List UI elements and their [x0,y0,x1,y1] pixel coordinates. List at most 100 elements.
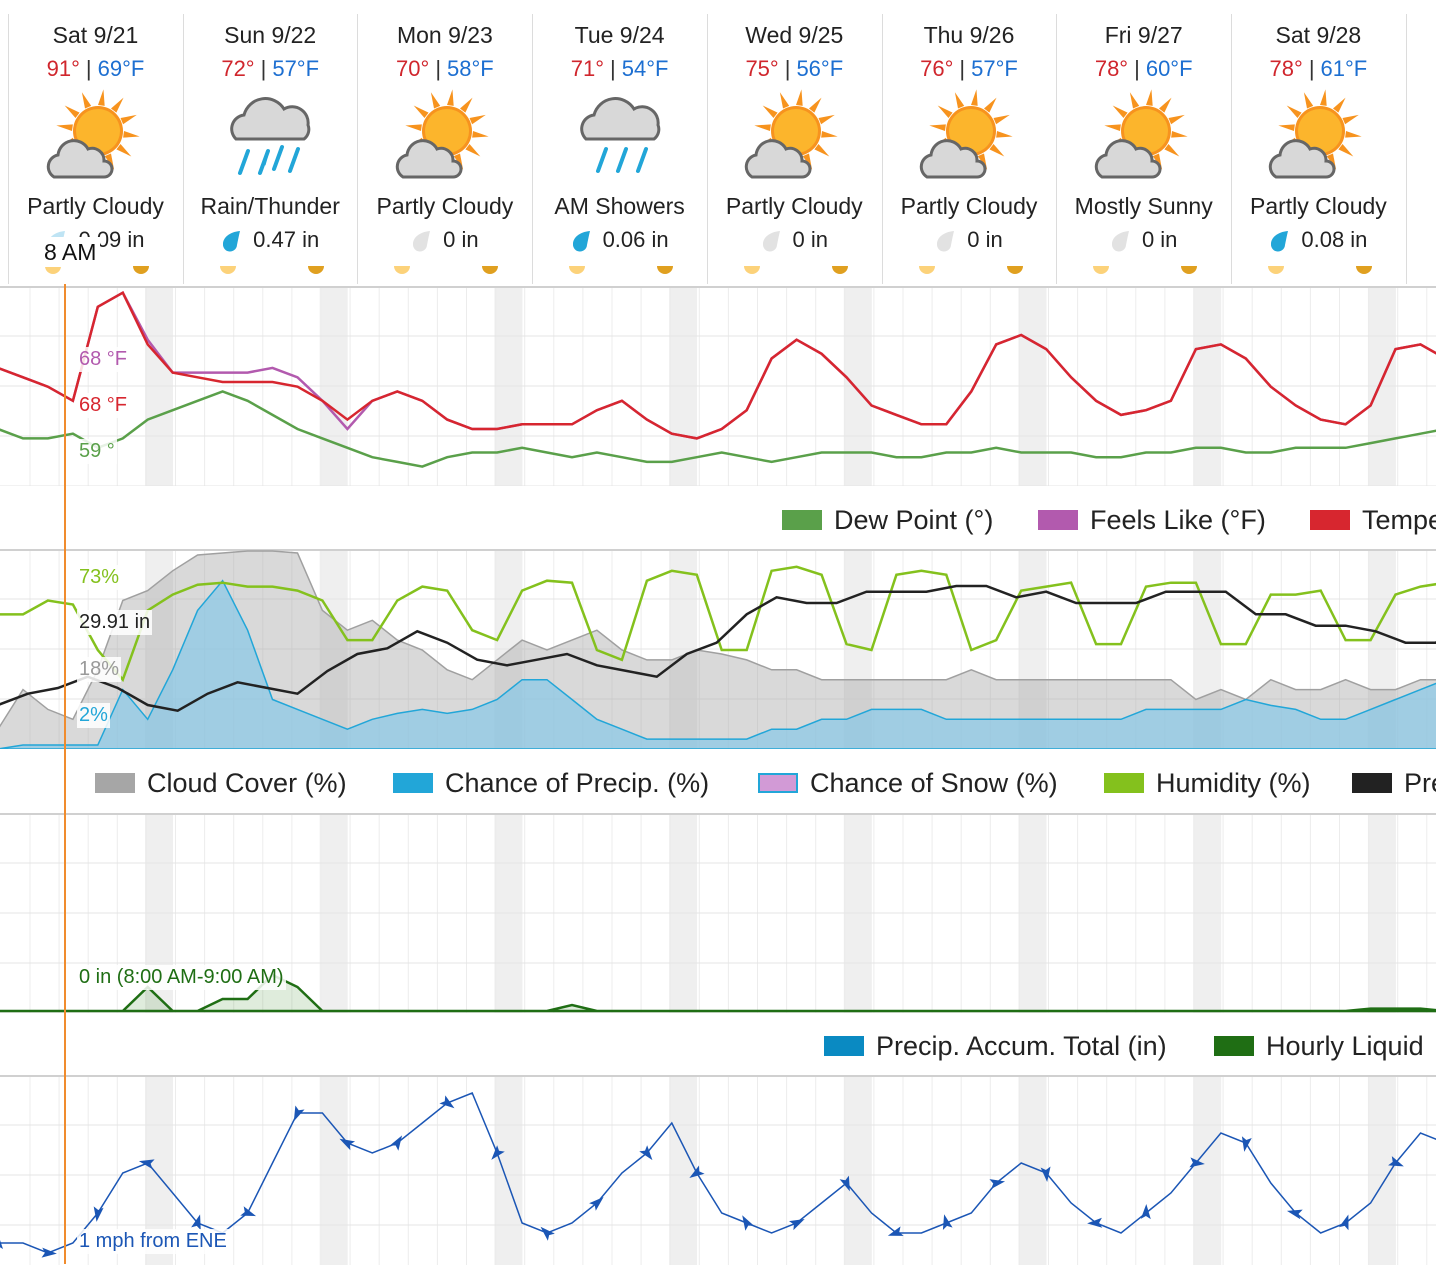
temperature-chart[interactable] [0,286,1436,486]
high-temp: 78° [1094,56,1129,81]
wind-direction-arrow [491,1145,505,1160]
partly-cloudy-icon [919,89,1013,179]
day-precip: 0 in [1057,224,1230,256]
partly-cloudy-icon [395,89,489,179]
wind-direction-arrow [1140,1204,1151,1220]
temperature-line [0,290,1436,440]
sunrise-sunset-icon [1267,266,1372,274]
wind-direction-arrow [1241,1136,1252,1152]
pressure-line [0,584,1436,713]
wind-chart[interactable] [0,1075,1436,1265]
high-temp: 91° [46,56,80,81]
legend-swatch [1214,1035,1254,1056]
wind-direction-arrow [689,1165,705,1179]
day-precip: 0.47 in [184,224,357,256]
day-temps: 91° | 69°F [9,53,182,85]
legend-item[interactable]: Precip. Accum. Total (in) [824,1029,1167,1063]
day-column[interactable]: P [1405,14,1436,284]
sunrise-sunset-icon [918,266,1023,274]
day-condition: Partly Cloudy [376,193,514,219]
legend-item[interactable]: Pre [1352,766,1436,800]
wind-direction-arrow [389,1135,403,1151]
legend-swatch [95,772,135,793]
wind-direction-arrow [339,1138,356,1151]
low-temp: 61°F [1320,56,1368,81]
hover-precip-chance: 2% [77,703,110,728]
day-precip [1407,224,1436,256]
high-temp: 71° [570,56,605,81]
high-temp: 70° [396,56,430,81]
cloud-legend: Cloud Cover (%) Chance of Precip. (%) Chan… [0,762,1436,802]
day-precip: 0.08 in [1232,224,1405,256]
day-date [1407,20,1436,50]
day-column[interactable]: Fri 9/27 78° | 60°F Mostly Sunny 0 in [1056,14,1230,284]
legend-label: Chance of Precip. (%) [445,768,710,798]
day-date: Sun 9/22 [224,22,317,48]
daily-forecast-strip: Sat 9/21 91° | 69°F Partly Cloudy 0.09 in Sun … [0,0,1436,284]
wind-direction-arrow [639,1145,653,1161]
legend-swatch [1104,772,1144,793]
day-column[interactable]: Sat 9/21 91° | 69°F Partly Cloudy 0.09 in [8,14,182,284]
wind-direction-arrow [742,1215,755,1231]
legend-label: Humidity (%) [1156,768,1311,798]
legend-item[interactable]: Chance of Precip. (%) [393,766,709,800]
wind-direction-arrow [293,1105,305,1122]
cloud-humidity-pressure-chart[interactable] [0,549,1436,749]
legend-swatch [1352,772,1392,793]
gray-drop-icon [937,231,955,252]
day-condition: Partly Cloudy [27,193,164,219]
wind-direction-arrow [540,1226,555,1241]
legend-swatch [393,772,433,793]
legend-item[interactable]: Feels Like (°F) [1038,503,1266,537]
partly-cloudy-icon [46,89,140,179]
day-condition: Partly Cloudy [725,193,863,219]
day-precip: 0 in [358,224,531,256]
partly-cloudy-icon [745,89,838,179]
day-date: Sat 9/28 [1275,22,1362,48]
day-condition: P [1407,191,1436,221]
temp-separator: | [1308,56,1315,81]
wind-direction-arrow [887,1226,904,1236]
legend-label: Feels Like (°F) [1090,505,1266,535]
showers-icon [579,97,660,173]
hover-cloud-cover: 18% [77,657,122,682]
precipitation-chart[interactable] [0,813,1436,1013]
legend-swatch [758,772,798,793]
legend-item[interactable]: Chance of Snow (%) [758,766,1058,800]
legend-item[interactable]: Hourly Liquid [1214,1029,1424,1063]
blue-drop-icon [572,231,590,252]
temp-separator: | [784,56,791,81]
blue-drop-icon [1271,231,1289,252]
precip-amount: 0 in [443,227,479,252]
day-column[interactable]: Sun 9/22 72° | 57°F Rain/Thunder 0.47 in [182,14,357,284]
day-date: Mon 9/23 [396,22,493,48]
day-column[interactable]: Thu 9/26 76° | 57°F Partly Cloudy 0 in [881,14,1056,284]
chart-background [0,813,1436,1013]
day-column[interactable]: Tue 9/24 71° | 54°F AM Showers 0.06 in [532,14,706,284]
day-date: Wed 9/25 [745,22,844,48]
wind-direction-arrow [1040,1166,1051,1182]
legend-item[interactable]: Dew Point (°) [782,503,993,537]
cursor-time-label: 8 AM [40,237,101,267]
day-column[interactable]: Mon 9/23 70° | 58°F Partly Cloudy 0 in [357,14,531,284]
wind-direction-arrow [1087,1217,1103,1228]
hover-temperature: 68 °F [77,393,130,418]
day-column[interactable]: Wed 9/25 75° | 56°F Partly Cloudy 0 in [706,14,881,284]
day-column[interactable]: Sat 9/28 78° | 61°F Partly Cloudy 0.08 in [1230,14,1405,284]
wind-direction-arrow [93,1206,104,1222]
wind-direction-arrow [989,1179,1006,1189]
high-temp: 78° [1269,56,1303,81]
legend-swatch [1310,509,1350,530]
legend-item[interactable]: Cloud Cover (%) [95,766,347,800]
precip-chance-area [0,579,1436,749]
legend-item[interactable]: Tempe [1310,503,1436,537]
day-temps: 78° | 60°F [1057,53,1230,85]
hover-pressure: 29.91 in [77,610,153,635]
temp-separator: | [435,56,442,81]
legend-item[interactable]: Humidity (%) [1104,766,1311,800]
day-condition: Partly Cloudy [900,193,1038,219]
rain-thunder-icon [230,97,311,175]
day-precip: 0 in [883,224,1056,256]
night-band [319,1075,348,1265]
low-temp: 57°F [272,56,320,81]
